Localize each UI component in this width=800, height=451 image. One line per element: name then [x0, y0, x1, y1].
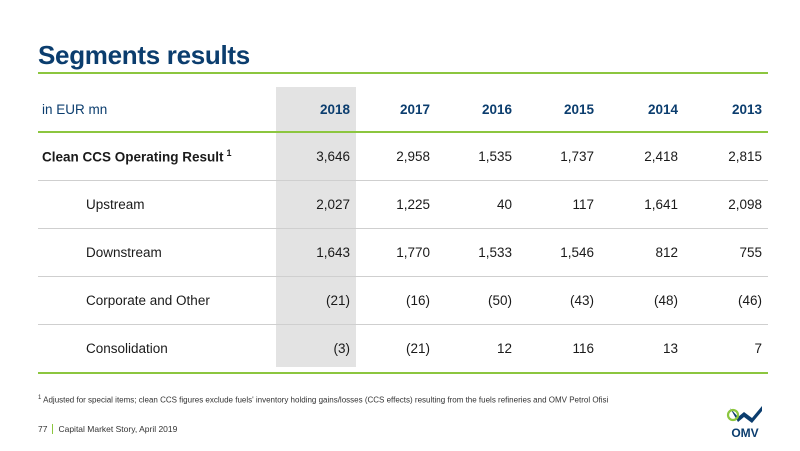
table-cell: (16) — [356, 276, 436, 325]
table-cell: 40 — [436, 180, 518, 229]
footnote-marker: 1 — [38, 395, 42, 401]
table-row: Corporate and Other (21) (16) (50) (43) … — [38, 276, 768, 325]
footnote: 1 Adjusted for special items; clean CCS … — [38, 395, 608, 405]
table-cell: 1,643 — [276, 228, 356, 277]
year-header: 2014 — [647, 101, 678, 117]
year-header: 2017 — [399, 101, 430, 117]
document-title: Capital Market Story, April 2019 — [58, 424, 178, 434]
table-cell: 1,535 — [436, 132, 518, 181]
page-title: Segments results — [38, 40, 250, 70]
footer: 77 Capital Market Story, April 2019 — [38, 424, 177, 434]
table-cell: 755 — [684, 228, 768, 277]
segments-table: in EUR mn 2018 2017 2016 2015 2014 2013 … — [38, 87, 768, 374]
title-divider — [38, 72, 768, 74]
table-cell: 7 — [684, 324, 768, 374]
table-cell: 1,770 — [356, 228, 436, 277]
table-row: Consolidation (3) (21) 12 116 13 7 — [38, 324, 768, 374]
table-cell: 1,225 — [356, 180, 436, 229]
table-cell: (21) — [356, 324, 436, 374]
row-label: Downstream — [38, 228, 276, 277]
table-cell: 2,027 — [276, 180, 356, 229]
row-label: Upstream — [38, 180, 276, 229]
table-cell: 117 — [518, 180, 600, 229]
table-cell: 1,641 — [600, 180, 684, 229]
table-cell: 812 — [600, 228, 684, 277]
omv-logo-icon: OMV — [726, 406, 762, 440]
table-cell: 2,098 — [684, 180, 768, 229]
table-header-row: in EUR mn 2018 2017 2016 2015 2014 2013 — [38, 87, 768, 132]
year-header: 2018 — [319, 101, 350, 117]
year-header: 2016 — [481, 101, 512, 117]
footer-divider — [52, 424, 54, 434]
table-cell: 12 — [436, 324, 518, 374]
table-row: Upstream 2,027 1,225 40 117 1,641 2,098 — [38, 180, 768, 229]
footnote-text: Adjusted for special items; clean CCS fi… — [43, 395, 609, 405]
table-cell: 3,646 — [276, 132, 356, 181]
table-cell: (43) — [518, 276, 600, 325]
row-label: Corporate and Other — [38, 276, 276, 325]
table-cell: (3) — [276, 324, 356, 374]
unit-label: in EUR mn — [42, 101, 108, 117]
table-cell: 116 — [518, 324, 600, 374]
table-cell: (50) — [436, 276, 518, 325]
footnote-marker: 1 — [226, 148, 232, 159]
table-cell: (46) — [684, 276, 768, 325]
row-label-text: Clean CCS Operating Result — [42, 149, 224, 165]
table-cell: 13 — [600, 324, 684, 374]
logo-text: OMV — [731, 426, 758, 440]
table-cell: 1,737 — [518, 132, 600, 181]
table-cell: (48) — [600, 276, 684, 325]
table-cell: 2,815 — [684, 132, 768, 181]
row-label: Consolidation — [38, 324, 276, 374]
table-cell: 2,418 — [600, 132, 684, 181]
year-header: 2015 — [563, 101, 594, 117]
table-cell: 1,546 — [518, 228, 600, 277]
table-row: Clean CCS Operating Result 1 3,646 2,958 … — [38, 132, 768, 181]
table-cell: (21) — [276, 276, 356, 325]
page-number: 77 — [38, 424, 48, 434]
table-cell: 2,958 — [356, 132, 436, 181]
table-row: Downstream 1,643 1,770 1,533 1,546 812 7… — [38, 228, 768, 277]
table-cell: 1,533 — [436, 228, 518, 277]
year-header: 2013 — [731, 101, 762, 117]
row-label: Clean CCS Operating Result 1 — [38, 132, 276, 181]
